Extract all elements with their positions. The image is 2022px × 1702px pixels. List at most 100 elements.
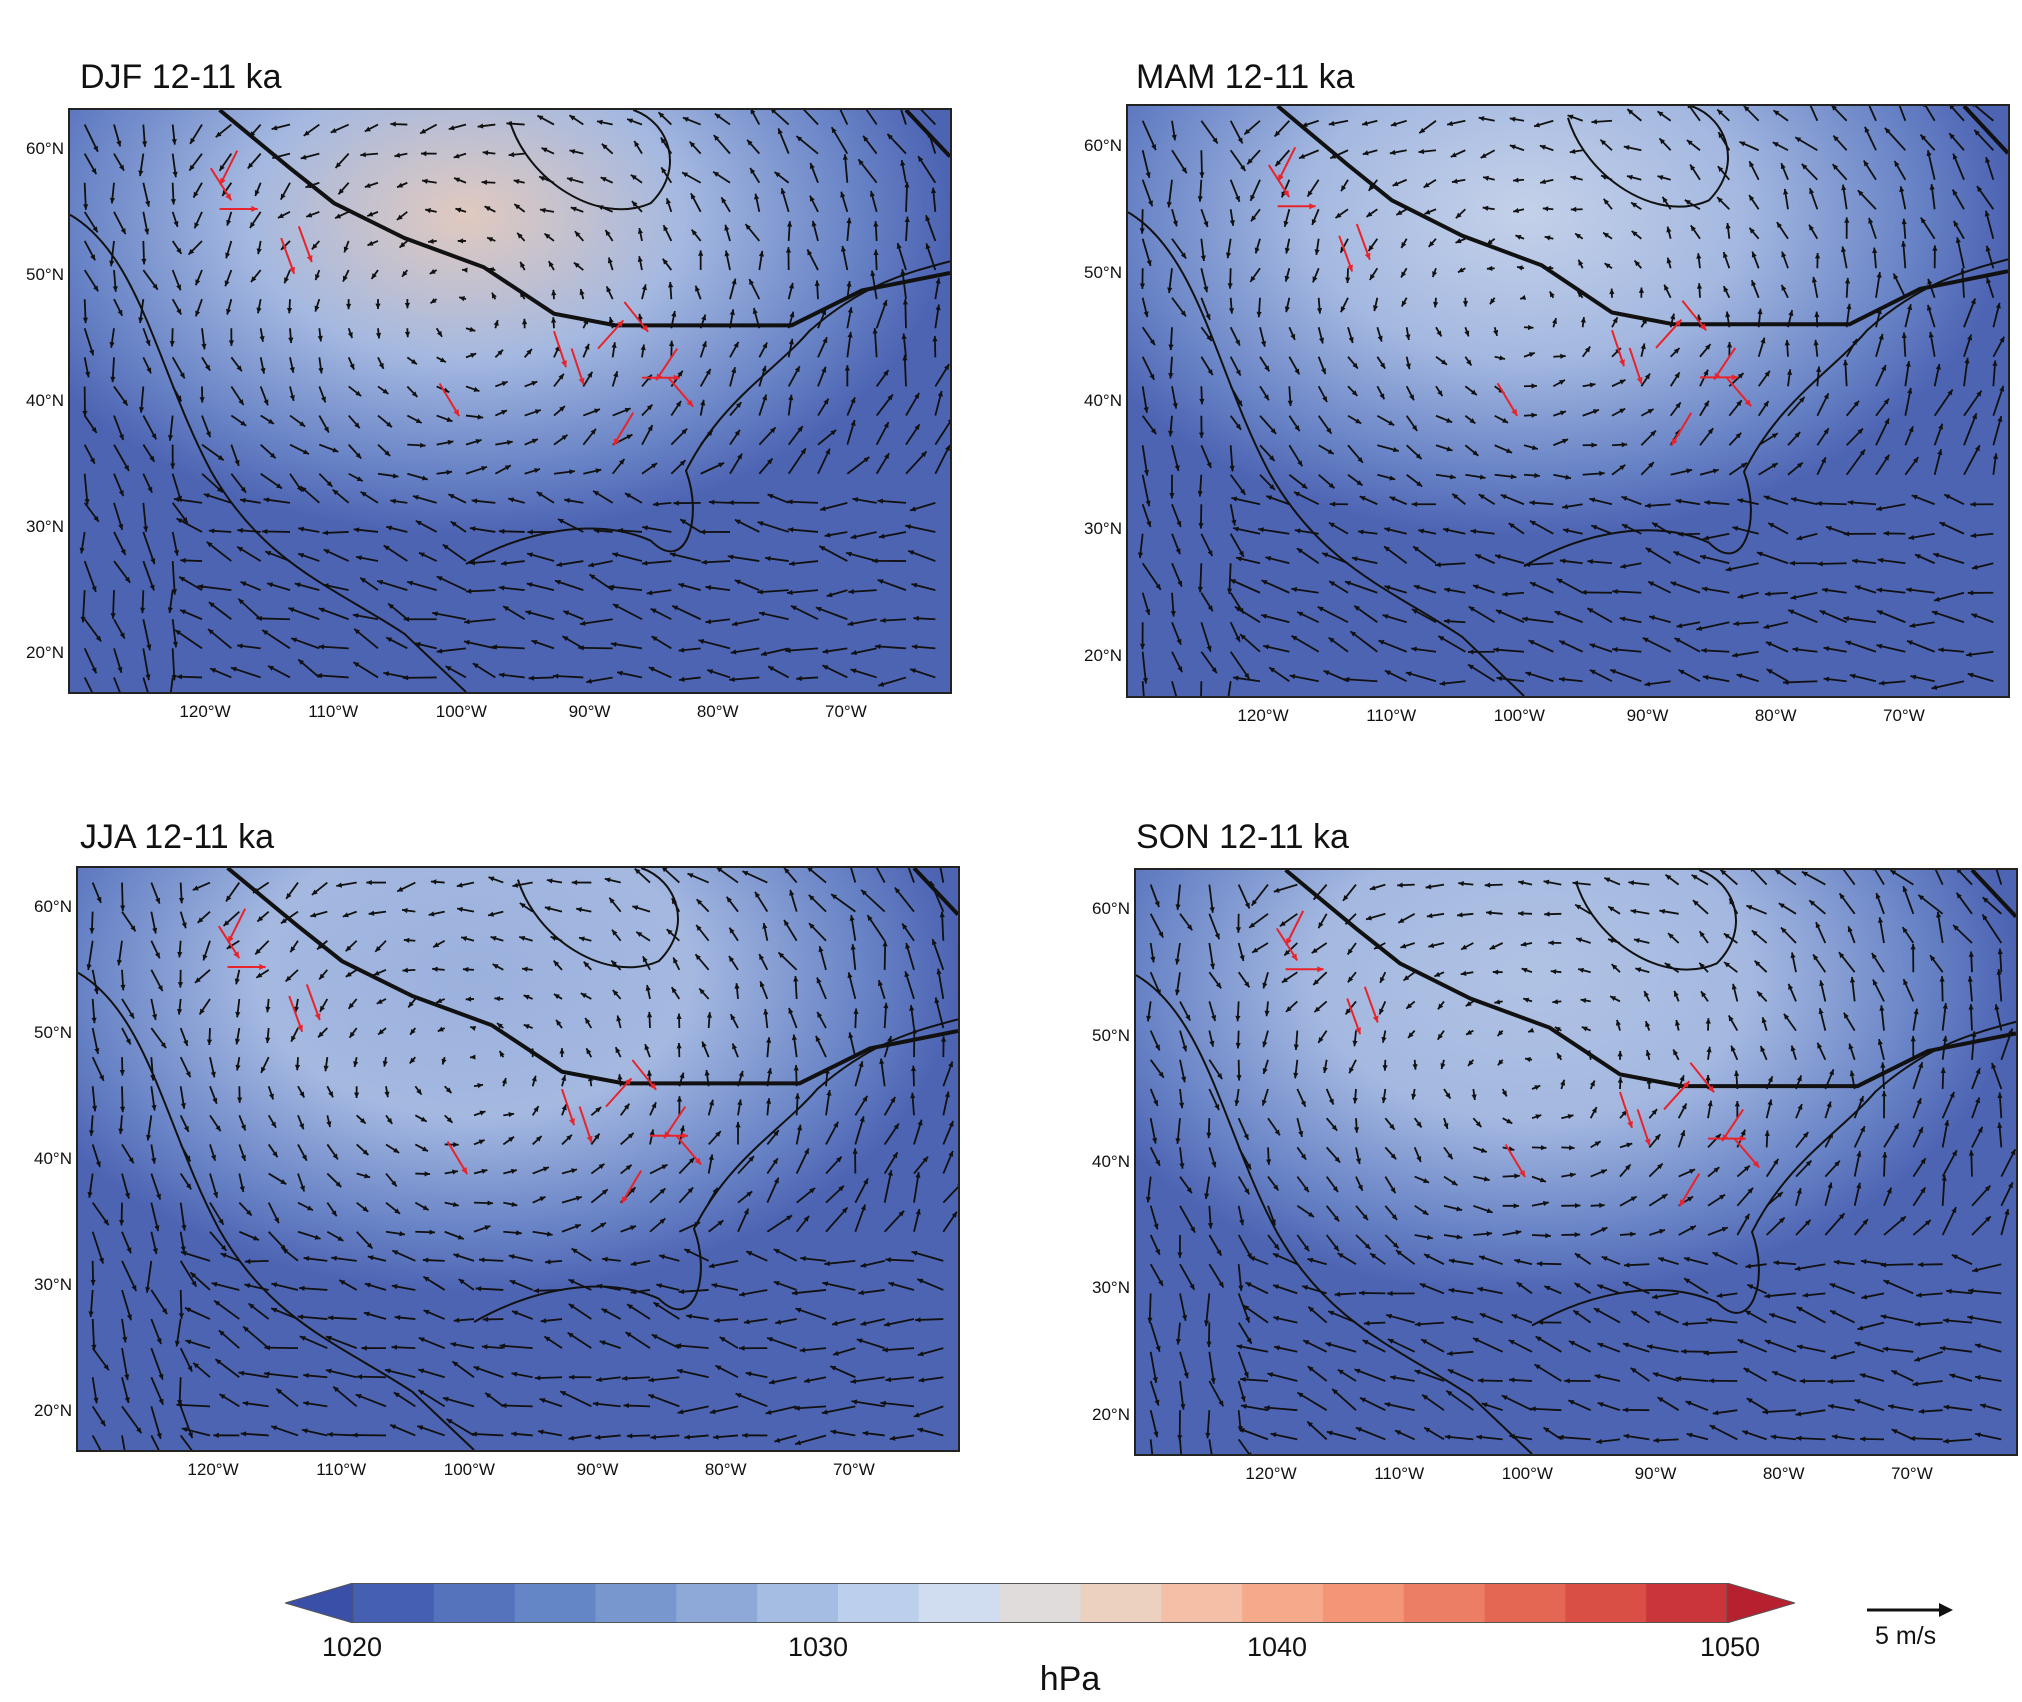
wind-vector — [1580, 997, 1591, 1004]
wind-vector — [1293, 1059, 1299, 1079]
wind-vector — [561, 1074, 567, 1087]
wind-vector — [142, 356, 152, 374]
wind-vector — [872, 328, 878, 358]
wind-vector — [391, 1284, 416, 1291]
wind-vector — [1611, 316, 1619, 328]
coastline — [1128, 106, 2008, 696]
wind-vector — [1458, 881, 1474, 887]
wind-vector — [1926, 150, 1936, 180]
wind-vector — [279, 182, 291, 201]
wind-vector — [909, 668, 936, 679]
wind-vector — [1824, 1182, 1833, 1207]
wind-vector — [1179, 1380, 1186, 1410]
wind-vector — [795, 1148, 810, 1174]
wind-vector — [113, 560, 131, 584]
wind-vector — [754, 891, 769, 913]
wind-vector — [318, 607, 349, 621]
wind-vector — [1646, 1344, 1679, 1353]
proxy-wind-vector — [1355, 223, 1371, 261]
wind-vector — [1288, 326, 1296, 341]
colorbar-swatch — [918, 1583, 1001, 1623]
wind-vector — [1317, 327, 1325, 344]
wind-vector — [141, 240, 147, 265]
wind-vector — [1171, 120, 1177, 141]
wind-vector — [406, 580, 437, 592]
wind-vector — [578, 936, 592, 942]
wind-vector — [267, 665, 291, 679]
wind-vector — [473, 1225, 491, 1233]
wind-vector — [584, 1017, 593, 1029]
wind-vector — [1486, 265, 1495, 272]
wind-vector — [1824, 1212, 1846, 1236]
wind-vector — [1384, 1234, 1400, 1249]
wind-vector — [1171, 149, 1188, 174]
wind-vector — [150, 1057, 156, 1081]
wind-vector — [1674, 1019, 1681, 1031]
wind-vector — [1515, 234, 1525, 240]
wind-vector — [1877, 1038, 1885, 1061]
wind-vector — [661, 868, 680, 884]
wind-vector — [170, 182, 176, 205]
wind-vector — [1208, 1088, 1220, 1111]
wind-vector — [83, 124, 99, 153]
wind-vector — [744, 223, 761, 242]
wind-vector — [471, 498, 496, 504]
wind-vector — [607, 257, 614, 271]
wind-vector — [1204, 1176, 1211, 1200]
wind-vector — [1764, 1130, 1770, 1148]
wind-vector — [91, 1435, 102, 1450]
wind-vector — [461, 267, 468, 273]
wind-vector — [446, 1418, 475, 1437]
wind-vector — [238, 1115, 247, 1131]
wind-vector — [1524, 1056, 1533, 1063]
wind-vector — [1845, 303, 1852, 328]
wind-vector — [1539, 144, 1554, 152]
wind-vector — [337, 182, 350, 195]
wind-vector — [678, 1288, 709, 1295]
wind-vector — [758, 365, 767, 387]
wind-vector — [375, 299, 381, 310]
wind-vector — [1229, 533, 1245, 558]
wind-vector — [842, 154, 849, 183]
wind-vector — [1149, 884, 1160, 908]
wind-vector — [370, 269, 379, 280]
wind-vector — [403, 616, 437, 622]
wind-vector — [540, 1318, 563, 1324]
wind-vector — [1986, 277, 1995, 299]
wind-vector — [678, 1072, 685, 1087]
wind-vector — [1369, 1252, 1386, 1265]
wind-vector — [1766, 1191, 1784, 1207]
wind-vector — [502, 1135, 515, 1146]
wind-vector — [490, 935, 504, 942]
wind-vector — [1406, 474, 1423, 488]
colorbar-swatch — [676, 1583, 758, 1623]
wind-vector — [451, 1360, 475, 1378]
lat-label: 40°N — [26, 391, 64, 410]
wind-vector — [453, 177, 467, 184]
wind-vector — [1825, 525, 1847, 535]
wind-vector — [1611, 407, 1626, 417]
wind-vector — [1470, 528, 1495, 535]
wind-vector — [787, 365, 801, 387]
wind-vector — [256, 298, 262, 314]
wind-vector — [1719, 870, 1738, 886]
wind-vector — [1622, 1342, 1650, 1353]
wind-vector — [1615, 1019, 1621, 1031]
wind-vector — [656, 1283, 680, 1291]
proxy-wind-vector — [1700, 374, 1738, 381]
wind-vector — [448, 123, 467, 131]
map-canvas-son — [1136, 870, 2016, 1454]
wind-vector — [179, 1086, 186, 1109]
wind-vector — [874, 643, 907, 650]
wind-vector — [1298, 149, 1320, 160]
wind-vector — [1206, 1118, 1212, 1139]
wind-vector — [601, 143, 614, 155]
wind-vector — [1321, 552, 1349, 565]
wind-vector — [1842, 870, 1856, 886]
wind-vector — [1912, 1061, 1924, 1090]
wind-vector — [1824, 1101, 1832, 1119]
map-panel-son — [1134, 868, 2018, 1456]
wind-vector — [423, 1309, 446, 1320]
wind-vector — [1523, 472, 1540, 479]
wind-vector — [267, 1085, 275, 1100]
